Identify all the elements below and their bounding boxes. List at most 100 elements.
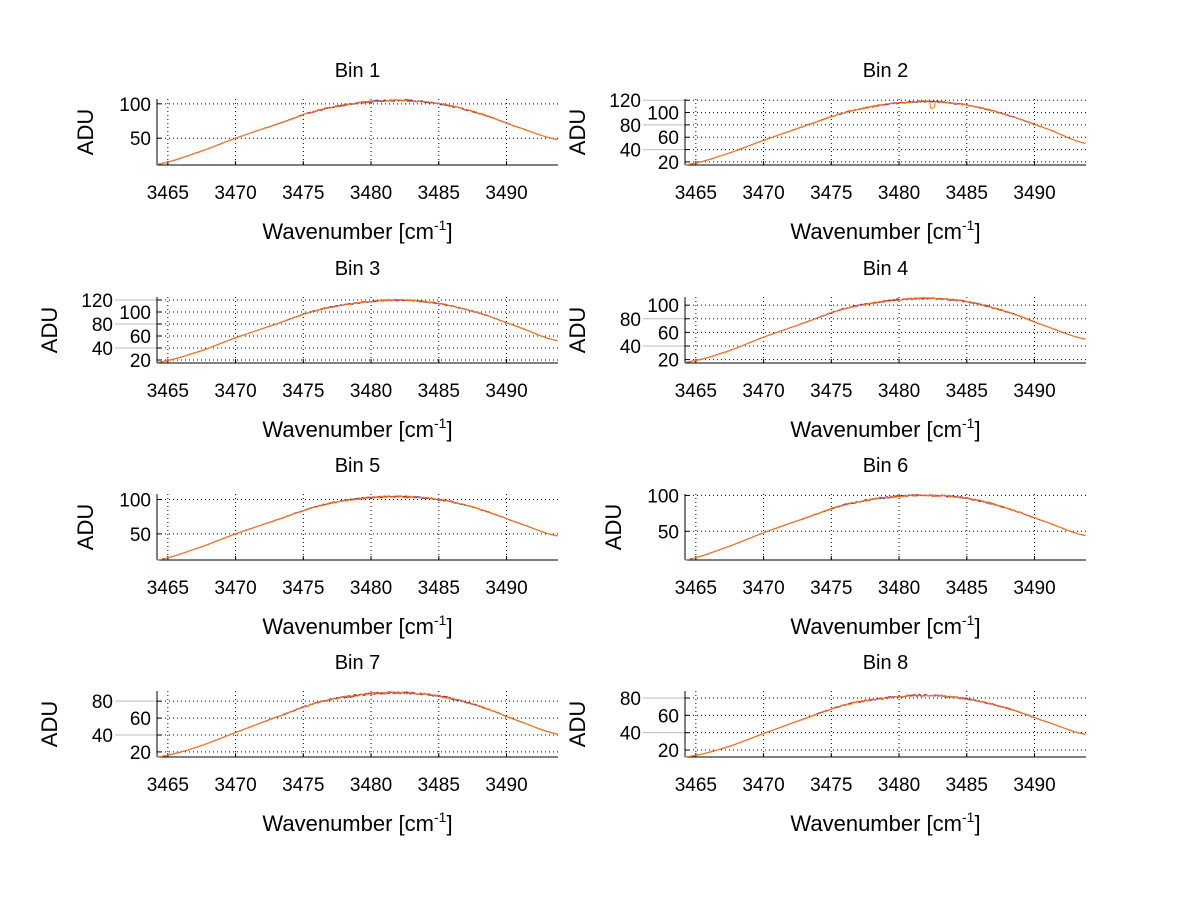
x-axis-label: Wavenumber [cm-1] bbox=[262, 612, 452, 639]
x-tick-label: 3475 bbox=[282, 183, 324, 204]
x-axis-label-superscript: -1 bbox=[434, 809, 447, 825]
x-tick-label: 3485 bbox=[946, 183, 988, 204]
series-line-2 bbox=[684, 296, 1086, 363]
x-tick-label: 3475 bbox=[282, 578, 324, 599]
subplot-bin-3: Bin 3 3465 3470 3475 3480 3485 3490 20 40 60 80 100… bbox=[37, 258, 558, 442]
x-tick-label: 3485 bbox=[418, 775, 460, 796]
x-axis-label-text: Wavenumber [cm bbox=[790, 417, 962, 442]
x-tick-label: 3470 bbox=[742, 183, 784, 204]
x-tick-label: 3485 bbox=[946, 381, 988, 402]
x-axis-label: Wavenumber [cm-1] bbox=[790, 217, 980, 244]
x-axis-label: Wavenumber [cm-1] bbox=[790, 415, 980, 442]
subplot-bin-1: Bin 1 3465 3470 3475 3480 3485 3490 50 100 Wavenu… bbox=[73, 60, 558, 244]
x-tick-label: 3480 bbox=[878, 578, 920, 599]
x-axis-label-end: ] bbox=[446, 614, 452, 639]
x-tick-label: 3490 bbox=[485, 578, 527, 599]
series-line-1 bbox=[684, 494, 1086, 561]
x-tick-label: 3470 bbox=[742, 578, 784, 599]
x-axis-label-superscript: -1 bbox=[962, 415, 975, 431]
y-tick-label: 40 bbox=[620, 141, 641, 162]
x-axis-label-superscript: -1 bbox=[962, 612, 975, 628]
series-line-3 bbox=[684, 297, 1086, 363]
x-tick-label: 3465 bbox=[675, 381, 717, 402]
subplot-title: Bin 6 bbox=[863, 455, 909, 477]
x-tick-label: 3465 bbox=[675, 183, 717, 204]
subplot-title: Bin 5 bbox=[335, 455, 381, 477]
x-tick-label: 3490 bbox=[485, 381, 527, 402]
x-tick-label: 3480 bbox=[350, 775, 392, 796]
series-line-3 bbox=[156, 495, 558, 561]
x-tick-label: 3485 bbox=[418, 578, 460, 599]
x-axis-label-end: ] bbox=[974, 219, 980, 244]
y-tick-label: 100 bbox=[647, 104, 679, 125]
x-tick-label: 3490 bbox=[1013, 381, 1055, 402]
x-tick-label: 3480 bbox=[878, 183, 920, 204]
x-tick-label: 3490 bbox=[1013, 578, 1055, 599]
y-tick-label: 80 bbox=[620, 310, 641, 331]
subplot-title: Bin 1 bbox=[335, 60, 381, 82]
x-axis-label-end: ] bbox=[974, 417, 980, 442]
x-axis-label-text: Wavenumber [cm bbox=[790, 811, 962, 836]
x-tick-label: 3485 bbox=[418, 183, 460, 204]
y-tick-label: 100 bbox=[119, 303, 151, 324]
y-axis-label: ADU bbox=[37, 307, 62, 353]
y-tick-label: 40 bbox=[92, 339, 113, 360]
x-tick-label: 3480 bbox=[878, 381, 920, 402]
x-axis-label-text: Wavenumber [cm bbox=[262, 417, 434, 442]
x-axis-label-end: ] bbox=[446, 811, 452, 836]
y-tick-label: 80 bbox=[92, 692, 113, 713]
y-axis-label: ADU bbox=[565, 307, 590, 353]
x-tick-label: 3490 bbox=[485, 183, 527, 204]
x-tick-label: 3470 bbox=[742, 381, 784, 402]
y-tick-label: 40 bbox=[92, 726, 113, 747]
subplot-bin-5: Bin 5 3465 3470 3475 3480 3485 3490 50 100 Wavenu… bbox=[73, 455, 558, 639]
series-line-3 bbox=[156, 690, 558, 758]
subplot-title: Bin 7 bbox=[335, 652, 381, 674]
x-axis-label-superscript: -1 bbox=[962, 809, 975, 825]
series-line-3 bbox=[156, 99, 558, 165]
y-axis-label: ADU bbox=[601, 504, 626, 550]
x-tick-label: 3480 bbox=[350, 381, 392, 402]
x-tick-label: 3465 bbox=[675, 775, 717, 796]
subplot-bin-2: Bin 2 3465 3470 3475 3480 3485 3490 20 40 60 80 100… bbox=[565, 60, 1086, 244]
x-tick-label: 3470 bbox=[214, 578, 256, 599]
y-tick-label: 20 bbox=[658, 153, 679, 174]
series-line-3 bbox=[684, 100, 1086, 166]
x-tick-label: 3480 bbox=[350, 183, 392, 204]
x-tick-label: 3475 bbox=[282, 381, 324, 402]
x-tick-label: 3465 bbox=[147, 183, 189, 204]
subplot-title: Bin 8 bbox=[863, 652, 909, 674]
y-tick-label: 100 bbox=[119, 95, 151, 116]
x-tick-label: 3465 bbox=[147, 381, 189, 402]
x-tick-label: 3475 bbox=[810, 381, 852, 402]
y-tick-label: 100 bbox=[647, 486, 679, 507]
x-axis-label-text: Wavenumber [cm bbox=[262, 811, 434, 836]
y-tick-label: 50 bbox=[130, 129, 151, 150]
y-tick-label: 20 bbox=[130, 351, 151, 372]
y-axis-label: ADU bbox=[73, 504, 98, 550]
x-axis-label: Wavenumber [cm-1] bbox=[790, 809, 980, 836]
y-tick-label: 50 bbox=[658, 522, 679, 543]
x-axis-label-end: ] bbox=[446, 417, 452, 442]
subplot-bin-4: Bin 4 3465 3470 3475 3480 3485 3490 20 40 60 80 100… bbox=[565, 258, 1086, 442]
x-axis-label-superscript: -1 bbox=[434, 415, 447, 431]
y-axis-label: ADU bbox=[565, 109, 590, 155]
series-line-1 bbox=[684, 100, 1086, 166]
y-tick-label: 100 bbox=[647, 296, 679, 317]
series-line-3 bbox=[684, 693, 1086, 758]
y-tick-label: 60 bbox=[130, 327, 151, 348]
x-tick-label: 3475 bbox=[810, 775, 852, 796]
x-tick-label: 3490 bbox=[485, 775, 527, 796]
subplot-title: Bin 4 bbox=[863, 258, 909, 280]
x-tick-label: 3490 bbox=[1013, 183, 1055, 204]
y-tick-label: 20 bbox=[130, 743, 151, 764]
series-line-2 bbox=[684, 100, 1086, 166]
series-line-1 bbox=[684, 693, 1086, 758]
x-axis-label-end: ] bbox=[974, 811, 980, 836]
y-tick-label: 60 bbox=[658, 323, 679, 344]
x-tick-label: 3470 bbox=[214, 381, 256, 402]
x-axis-label-end: ] bbox=[974, 614, 980, 639]
x-tick-label: 3465 bbox=[147, 775, 189, 796]
series-line-3 bbox=[684, 493, 1086, 561]
